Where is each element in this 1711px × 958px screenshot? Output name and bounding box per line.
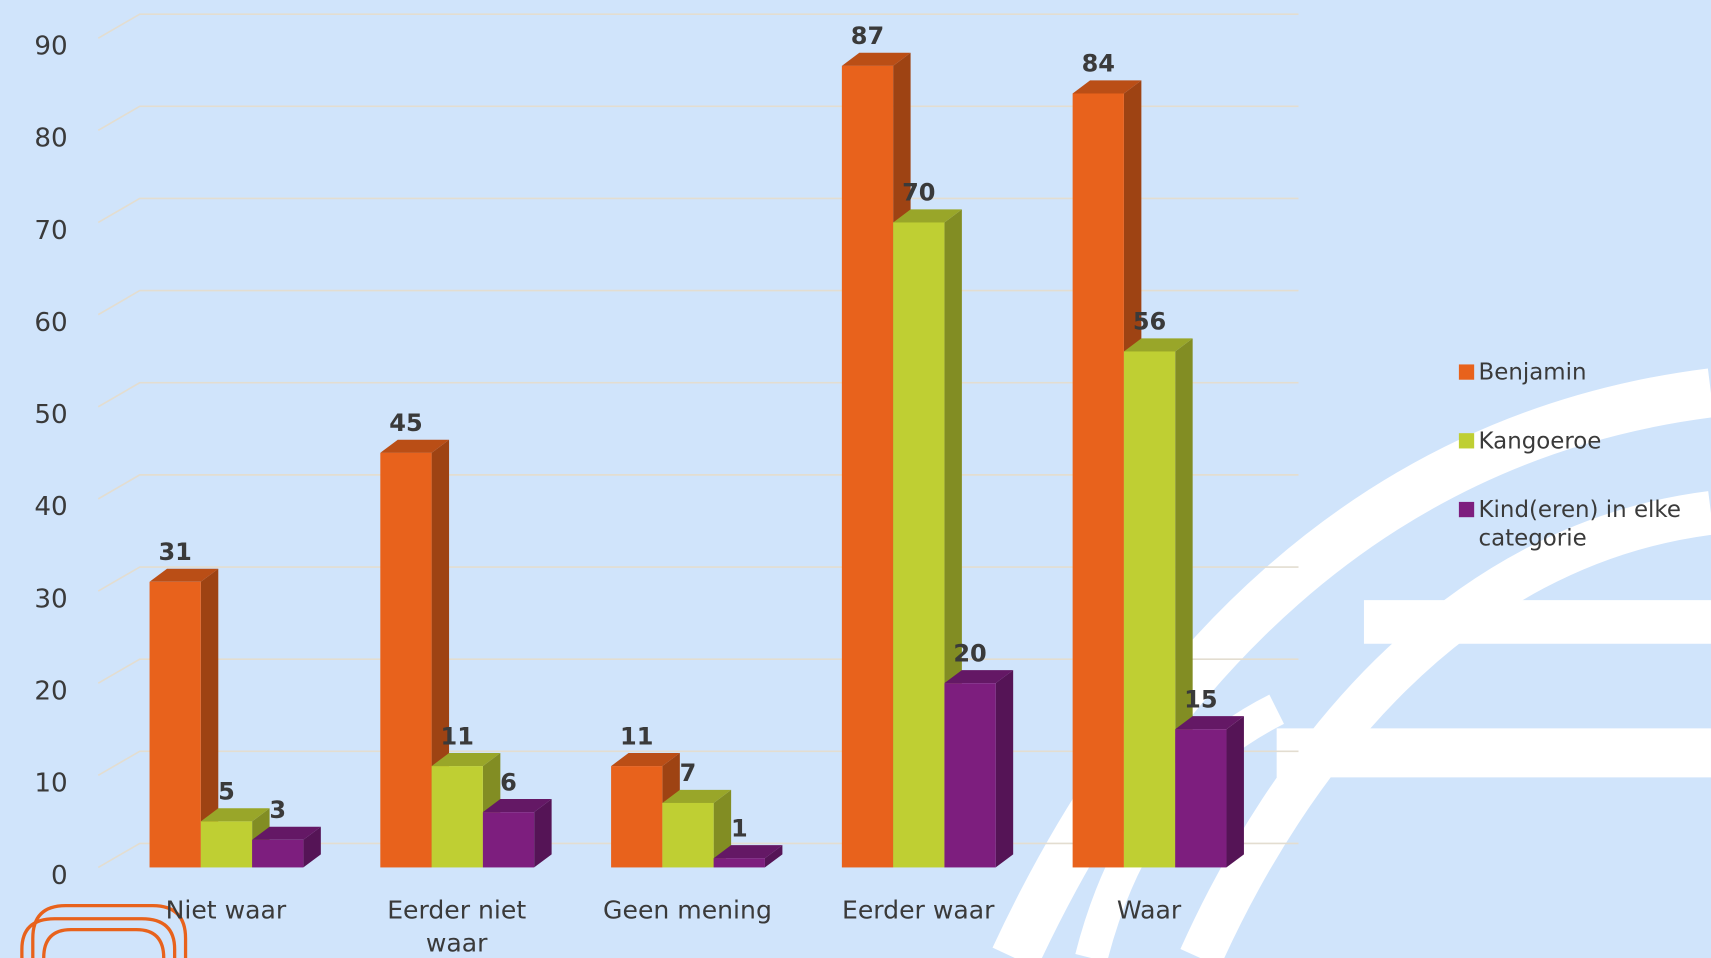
x-tick-label: Geen mening: [603, 896, 772, 926]
y-tick-label: 20: [34, 677, 67, 707]
bar: [1175, 716, 1244, 868]
bar-front: [841, 65, 894, 868]
bar-top: [1123, 338, 1193, 352]
bar-front: [482, 812, 535, 868]
y-tick-label: 50: [34, 400, 67, 430]
y-tick-label: 90: [34, 32, 67, 62]
data-label: 56: [1133, 308, 1166, 336]
bar: [252, 826, 321, 868]
data-label: 84: [1082, 50, 1115, 78]
bar-top: [944, 670, 1014, 684]
y-tick-label: 30: [34, 584, 67, 614]
y-tick-label: 0: [51, 861, 68, 891]
bar-front: [252, 839, 304, 868]
bar-top: [841, 52, 911, 66]
data-label: 11: [620, 722, 653, 750]
bar-top: [1072, 80, 1142, 94]
bar-front: [149, 581, 201, 868]
bar-top: [380, 439, 450, 453]
data-label: 15: [1184, 685, 1217, 713]
bar-side: [713, 789, 732, 868]
legend-label: Kangoeroe: [1478, 427, 1602, 454]
bar-front: [431, 766, 483, 868]
bar-side: [534, 799, 552, 868]
x-tick-label: Eerder waar: [842, 896, 995, 926]
bar-top: [149, 568, 219, 582]
bar-side: [1226, 716, 1244, 868]
bar-top: [662, 789, 732, 803]
data-label: 6: [500, 768, 517, 796]
bar-front: [1072, 93, 1124, 868]
bar-front: [893, 222, 945, 868]
x-tick-label: Niet waar: [165, 896, 287, 926]
x-tick-label-box: Eerder waar: [842, 896, 995, 926]
grid-line: [97, 105, 1299, 132]
bar-top: [893, 209, 962, 223]
x-tick-label-box: Geen mening: [603, 896, 772, 926]
bar-top: [713, 845, 783, 859]
y-tick-label: 10: [34, 769, 67, 799]
x-tick-label-box: Niet waar: [165, 896, 287, 926]
y-tick-label: 60: [34, 308, 67, 338]
bar-side: [764, 845, 783, 868]
data-label: 1: [731, 814, 748, 842]
data-label: 70: [902, 179, 935, 207]
bar-front: [944, 683, 996, 868]
bar-top: [252, 826, 321, 840]
legend-swatch: [1458, 433, 1475, 449]
bar-top: [611, 752, 680, 767]
legend-swatch: [1458, 364, 1475, 380]
y-tick-label: 70: [34, 216, 67, 246]
bar-top: [431, 752, 501, 767]
data-label: 3: [269, 796, 286, 824]
legend-label-box: Benjamin: [1478, 358, 1587, 386]
bar: [482, 799, 552, 868]
data-label: 31: [158, 538, 191, 566]
legend-swatch: [1458, 501, 1475, 518]
bar-side: [200, 568, 219, 868]
grid-line: [97, 197, 1299, 224]
bar-front: [1175, 729, 1227, 868]
data-label: 45: [389, 409, 422, 437]
y-tick-label: 80: [34, 124, 67, 154]
bar: [662, 789, 732, 868]
bar: [1123, 338, 1193, 868]
x-tick-label: Eerder niet waar: [387, 896, 527, 958]
bar-front: [200, 821, 253, 868]
legend-label: Kind(eren) in elke categorie: [1478, 496, 1681, 552]
bar: [893, 209, 962, 868]
data-label: 20: [953, 639, 986, 667]
bar-side: [995, 670, 1014, 868]
x-tick-label-box: Waar: [1116, 896, 1182, 926]
legend-label-box: Kind(eren) in elke categorie: [1478, 496, 1681, 552]
bar: [1072, 80, 1142, 868]
bar: [713, 845, 783, 868]
data-label: 11: [441, 722, 474, 750]
legend-label-box: Kangoeroe: [1478, 427, 1602, 454]
data-label: 5: [218, 778, 235, 806]
bar-top: [482, 799, 552, 813]
bar: [944, 670, 1014, 868]
bar: [149, 568, 219, 868]
bar-side: [303, 826, 321, 868]
bar-top: [1175, 716, 1244, 730]
bar-front: [380, 452, 432, 868]
grid-line: [97, 13, 1299, 39]
x-tick-label-box: Eerder niet waar: [387, 896, 527, 958]
bar-top: [200, 808, 270, 822]
bar-front: [1123, 351, 1176, 868]
x-tick-label: Waar: [1116, 896, 1182, 926]
y-tick-label: 40: [34, 492, 67, 522]
bar-front: [611, 766, 663, 868]
bar: [200, 808, 270, 868]
bar-front: [662, 802, 714, 868]
legend-label: Benjamin: [1478, 358, 1587, 386]
bar-front: [713, 858, 765, 868]
data-label: 87: [851, 22, 884, 50]
data-label: 7: [680, 759, 697, 787]
